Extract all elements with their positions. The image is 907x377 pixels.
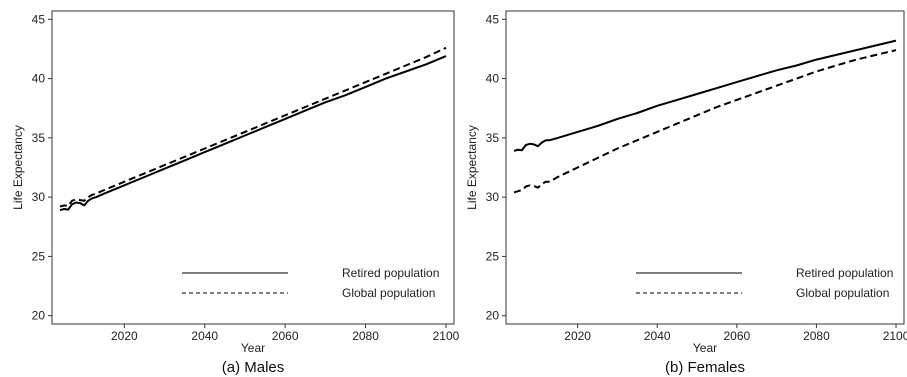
x-axis-title: Year	[241, 341, 265, 355]
x-tick-label: 2040	[644, 329, 671, 343]
plot-frame	[505, 10, 905, 325]
x-tick-label: 2020	[111, 329, 138, 343]
series-line-global	[513, 49, 897, 194]
y-tick-label: 45	[32, 12, 46, 26]
series-line-retired	[513, 39, 897, 152]
chart-males: 20 25 30 35 40 45 2020 2040 2060 2080 2100 Year Life…	[11, 10, 460, 376]
y-tick-label: 35	[32, 131, 46, 145]
x-tick-label: 2060	[723, 329, 750, 343]
y-tick-label: 20	[486, 309, 500, 323]
x-tick-label: 2100	[433, 329, 460, 343]
legend-label: Retired population	[796, 266, 893, 280]
y-tick-label: 20	[32, 309, 46, 323]
x-axis-title: Year	[693, 341, 717, 355]
y-tick-label: 25	[32, 249, 46, 263]
legend-label: Global population	[796, 286, 889, 300]
y-tick-label: 30	[486, 190, 500, 204]
x-tick-label: 2040	[191, 329, 218, 343]
y-tick-label: 45	[486, 12, 500, 26]
y-tick-label: 30	[32, 190, 46, 204]
x-tick-label: 2080	[803, 329, 830, 343]
y-axis-title: Life Expectancy	[465, 125, 479, 210]
series-line-retired	[59, 55, 447, 212]
chart-caption: (a) Males	[222, 359, 285, 376]
y-tick-label: 35	[486, 131, 500, 145]
plot-frame	[51, 10, 455, 325]
legend-label: Global population	[342, 286, 435, 300]
y-tick-label: 40	[486, 72, 500, 86]
x-tick-label: 2100	[883, 329, 907, 343]
x-tick-label: 2020	[564, 329, 591, 343]
series-line-global	[59, 46, 447, 208]
y-tick-label: 25	[486, 249, 500, 263]
y-axis-title: Life Expectancy	[11, 125, 25, 210]
chart-caption: (b) Females	[665, 359, 745, 376]
legend-label: Retired population	[342, 266, 439, 280]
x-tick-label: 2060	[272, 329, 299, 343]
y-tick-label: 40	[32, 72, 46, 86]
chart-females: 20 25 30 35 40 45 2020 2040 2060 2080 2100 Year Life…	[465, 10, 907, 376]
x-tick-label: 2080	[352, 329, 379, 343]
